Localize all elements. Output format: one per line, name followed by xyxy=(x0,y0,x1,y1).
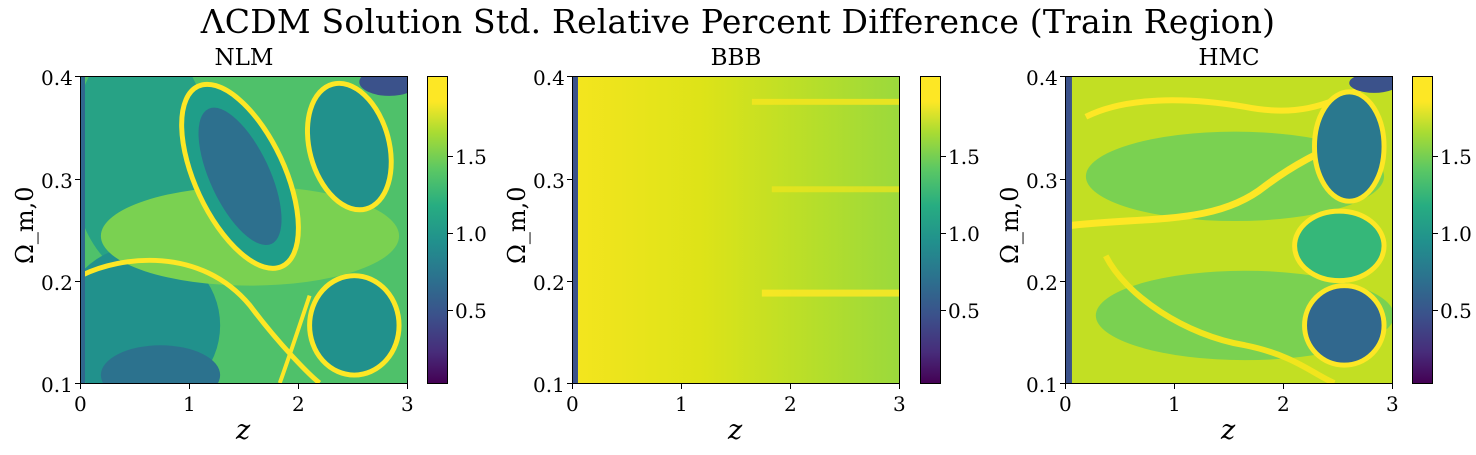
x-tick-label: 2 xyxy=(784,392,797,416)
x-axis-label: z xyxy=(1221,415,1236,446)
x-tick-label: 3 xyxy=(401,392,414,416)
x-tick-label: 1 xyxy=(675,392,688,416)
y-tick-label: 0.4 xyxy=(533,66,565,90)
x-tick-label: 2 xyxy=(1277,392,1290,416)
panel-title: NLM xyxy=(214,45,274,71)
colorbar xyxy=(1412,76,1433,384)
colorbar-tick-label: 1.5 xyxy=(1440,145,1472,169)
colorbar-tick-label: 0.5 xyxy=(948,299,980,323)
colorbar-tick-label: 0.5 xyxy=(1440,299,1472,323)
x-axis-label: z xyxy=(236,415,251,446)
x-tick-label: 0 xyxy=(74,392,87,416)
colorbar-tick-label: 1.5 xyxy=(948,145,980,169)
x-tick-label: 2 xyxy=(292,392,305,416)
y-axis-label: Ω_m,0 xyxy=(11,186,39,264)
x-tick-label: 3 xyxy=(893,392,906,416)
y-tick-label: 0.3 xyxy=(41,169,73,193)
y-tick-label: 0.1 xyxy=(1026,373,1058,397)
y-tick-label: 0.2 xyxy=(533,271,565,295)
y-axis-label: Ω_m,0 xyxy=(996,186,1024,264)
colorbar-tick-label: 0.5 xyxy=(455,299,487,323)
heatmap-plot-area xyxy=(80,76,408,384)
y-tick-label: 0.1 xyxy=(41,373,73,397)
heatmap-plot-area xyxy=(1065,76,1393,384)
panel-title: HMC xyxy=(1198,45,1260,71)
colorbar-tick-label: 1.0 xyxy=(1440,222,1472,246)
x-tick-label: 0 xyxy=(566,392,579,416)
y-axis-label: Ω_m,0 xyxy=(503,186,531,264)
heatmap-bbb xyxy=(573,77,899,383)
x-tick-label: 3 xyxy=(1386,392,1399,416)
x-tick-label: 1 xyxy=(1168,392,1181,416)
heatmap-nlm xyxy=(81,77,407,383)
y-tick-label: 0.1 xyxy=(533,373,565,397)
heatmap-hmc xyxy=(1066,77,1392,383)
colorbar-tick-label: 1.5 xyxy=(455,145,487,169)
y-tick-label: 0.3 xyxy=(1026,169,1058,193)
y-tick-label: 0.2 xyxy=(1026,271,1058,295)
y-tick-label: 0.3 xyxy=(533,169,565,193)
x-tick-label: 0 xyxy=(1059,392,1072,416)
colorbar-tick-label: 1.0 xyxy=(455,222,487,246)
x-axis-label: z xyxy=(728,415,743,446)
colorbar xyxy=(920,76,941,384)
y-tick-label: 0.4 xyxy=(1026,66,1058,90)
colorbar xyxy=(427,76,448,384)
y-tick-label: 0.2 xyxy=(41,271,73,295)
figure-title: ΛCDM Solution Std. Relative Percent Diff… xyxy=(200,2,1276,41)
panel-title: BBB xyxy=(710,45,762,71)
colorbar-tick-label: 1.0 xyxy=(948,222,980,246)
x-tick-label: 1 xyxy=(183,392,196,416)
y-tick-label: 0.4 xyxy=(41,66,73,90)
heatmap-plot-area xyxy=(572,76,900,384)
